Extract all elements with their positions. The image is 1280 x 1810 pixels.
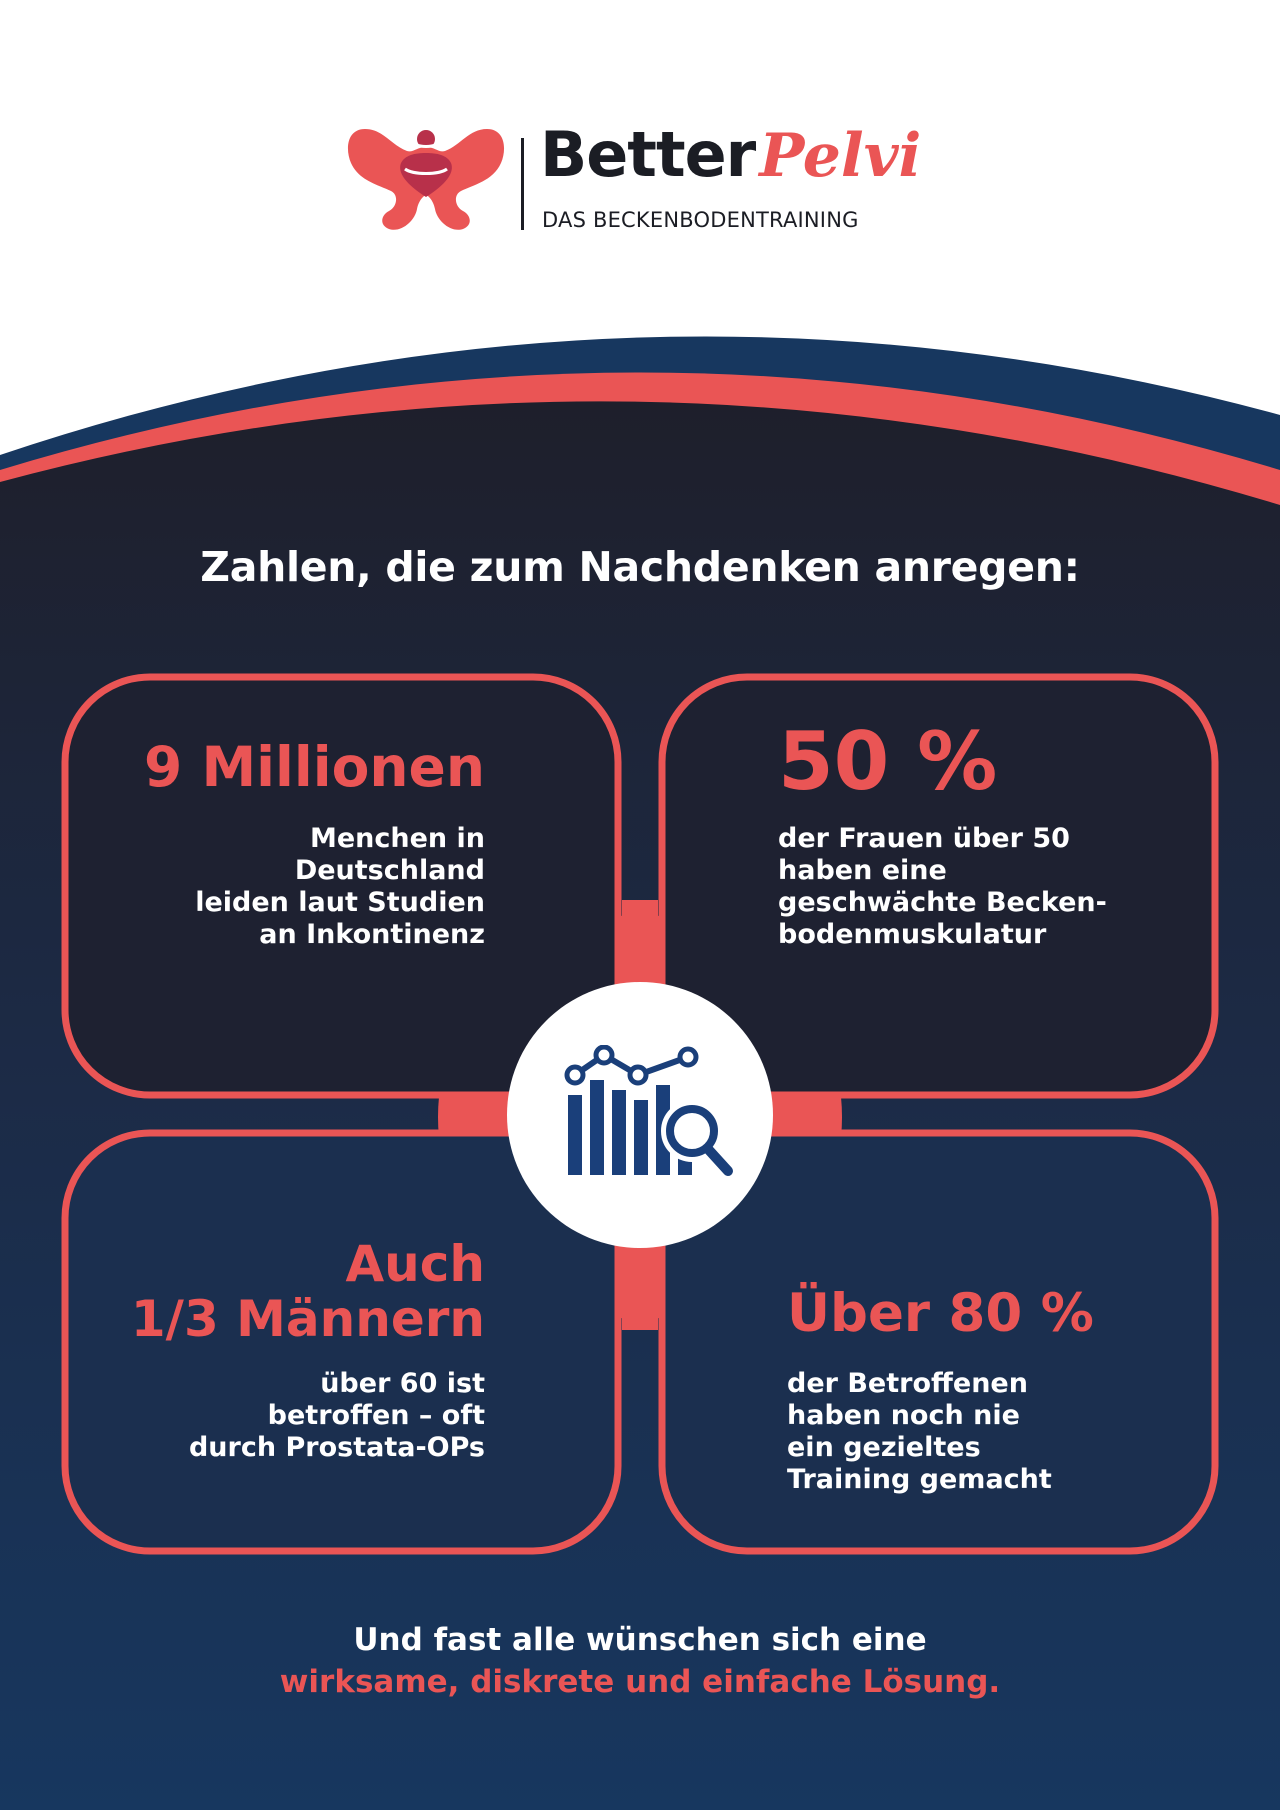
stat-bottom-right-number: Über 80 % [787,1283,1094,1344]
brand-name: BetterPelvi [540,118,921,208]
footer-line-1: Und fast alle wünschen sich eine [353,1622,927,1658]
logo-divider [521,138,524,230]
brand-tagline: DAS BECKENBODENTRAINING [542,208,859,232]
pelvis-icon [347,129,505,230]
box-bottom-right [658,1129,1219,1555]
stat-top-right-number: 50 % [778,715,998,808]
stat-bottom-left-number-line2: 1/3 Männern [130,1290,485,1348]
box-bottom-left [61,1129,622,1555]
stat-top-left-number: 9 Millionen [144,735,485,799]
stat-top-right-text: der Frauen über 50 haben eine geschwächt… [778,823,1107,950]
chart-magnifier-icon [564,1045,733,1176]
box-top-left [61,673,622,1099]
box-top-right [658,673,1219,1099]
stat-bottom-right-text: der Betroffenen haben noch nie ein gezie… [787,1368,1052,1495]
brand-word-dark: Better [540,118,756,191]
stat-bottom-left-text: über 60 ist betroffen – oft durch Prosta… [188,1368,485,1463]
page-title: Zahlen, die zum Nachdenken anregen: [200,543,1080,591]
stat-top-left-text: Menchen in Deutschland leiden laut Studi… [195,823,485,950]
stat-bottom-left-number-line1: Auch [345,1235,485,1293]
footer-line-2: wirksame, diskrete und einfache Lösung. [279,1664,1001,1700]
brand-word-accent: Pelvi [759,121,922,191]
